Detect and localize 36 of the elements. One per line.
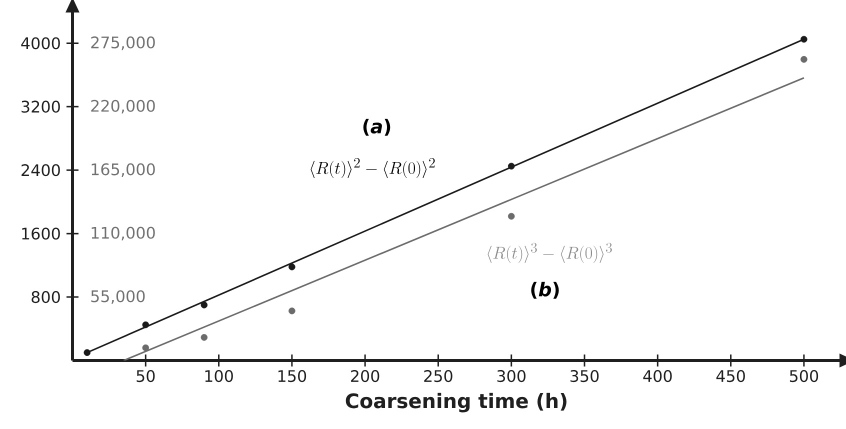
y-tick-label: 2400 [22, 164, 60, 176]
y2-tick-label: 220,000 [91, 100, 155, 114]
point [288, 308, 296, 314]
point [200, 302, 208, 308]
annotation: (b) [531, 282, 559, 299]
point [508, 162, 515, 170]
x-axis-title: Coarsening time (h) [346, 392, 566, 412]
x-tick-label: 100 [205, 370, 233, 382]
point [200, 334, 208, 341]
y-tick-label: 1600 [22, 228, 60, 240]
point [142, 344, 150, 352]
x-tick-label: 500 [790, 370, 818, 382]
y-tick-label: 3200 [22, 100, 60, 113]
point [84, 349, 91, 356]
point [800, 36, 808, 43]
point [800, 56, 808, 63]
point [288, 264, 296, 270]
point [142, 321, 150, 328]
y2-tick-label: 110,000 [92, 226, 155, 240]
annotation: $\langle R(t)\rangle^{2}-\langle R(0)\rangle^{2}$ [310, 158, 435, 178]
annotation: (a) [363, 118, 390, 136]
y2-tick-label: 275,000 [91, 36, 155, 50]
x-tick-label: 300 [497, 370, 526, 382]
annotation: $\langle R(t)\rangle^{3}-\langle R(0)\rangle^{3}$ [488, 242, 612, 263]
y2-tick-label: 165,000 [92, 163, 155, 177]
x-tick-label: 50 [136, 370, 155, 382]
x-tick-label: 450 [716, 370, 745, 382]
x-tick-label: 250 [424, 370, 452, 382]
x-tick-label: 200 [351, 370, 380, 382]
point [508, 212, 515, 220]
x-tick-label: 150 [278, 370, 306, 382]
x-tick-label: 350 [570, 370, 599, 382]
y2-tick-label: 55,000 [91, 290, 145, 304]
y-tick-label: 4000 [21, 37, 60, 50]
x-tick-label: 400 [643, 370, 672, 382]
y-tick-label: 800 [32, 291, 60, 304]
